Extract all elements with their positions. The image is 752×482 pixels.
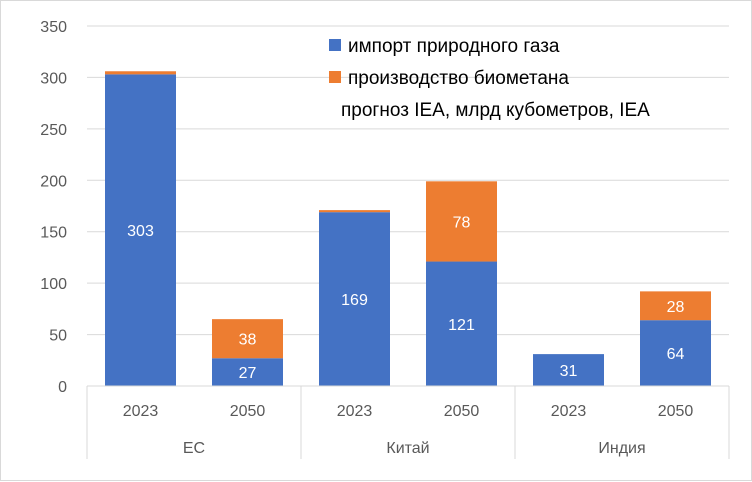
bar-segment xyxy=(319,212,390,386)
group-label: Индия xyxy=(598,440,645,457)
group-label: Китай xyxy=(386,440,429,457)
y-tick-label: 150 xyxy=(40,225,67,242)
bar-segment xyxy=(105,71,176,75)
gridlines xyxy=(87,25,729,336)
bar-segment xyxy=(533,354,604,386)
bar-segment xyxy=(640,291,711,321)
bar-segment xyxy=(640,320,711,386)
legend-swatch-import xyxy=(329,39,341,51)
group-label: ЕС xyxy=(183,440,205,457)
y-tick-label: 100 xyxy=(40,276,67,293)
x-tick-label: 2023 xyxy=(123,403,159,420)
x-tick-label: 2023 xyxy=(337,403,373,420)
y-tick-label: 0 xyxy=(58,379,67,396)
chart-subtitle: прогноз IEA, млрд кубометров, IEA xyxy=(341,100,650,121)
legend-swatch-biomethane xyxy=(329,71,341,83)
y-tick-label: 300 xyxy=(40,70,67,87)
y-tick-label: 50 xyxy=(49,328,67,345)
data-label: 303 xyxy=(127,223,154,240)
y-tick-label: 200 xyxy=(40,173,67,190)
x-tick-label: 2050 xyxy=(658,403,694,420)
data-label: 38 xyxy=(239,332,257,349)
axes: 0 50 100 150 200 250 300 350 2023 2050 2023 2050 202… xyxy=(40,19,730,459)
x-tick-label: 2023 xyxy=(551,403,587,420)
legend-label-biomethane: производство биометана xyxy=(348,68,569,89)
data-label: 31 xyxy=(560,363,578,380)
legend: импорт природного газа производство биом… xyxy=(329,36,650,121)
bar-segment xyxy=(212,358,283,386)
data-label: 27 xyxy=(239,365,257,382)
legend-label-import: импорт природного газа xyxy=(348,36,560,57)
x-tick-label: 2050 xyxy=(444,403,480,420)
data-label: 64 xyxy=(667,346,685,363)
x-tick-label: 2050 xyxy=(230,403,266,420)
data-label: 28 xyxy=(667,299,685,316)
data-label: 78 xyxy=(453,214,471,231)
bar-segment xyxy=(319,210,390,213)
bar-segment xyxy=(212,319,283,359)
y-tick-label: 250 xyxy=(40,122,67,139)
y-tick-label: 350 xyxy=(40,19,67,36)
bar-segment xyxy=(105,74,176,386)
bar-segment xyxy=(426,181,497,262)
bars: 303 27 38 169 121 78 31 64 28 xyxy=(105,71,711,386)
data-label: 121 xyxy=(448,317,475,334)
bar-segment xyxy=(426,261,497,386)
data-label: 169 xyxy=(341,292,368,309)
